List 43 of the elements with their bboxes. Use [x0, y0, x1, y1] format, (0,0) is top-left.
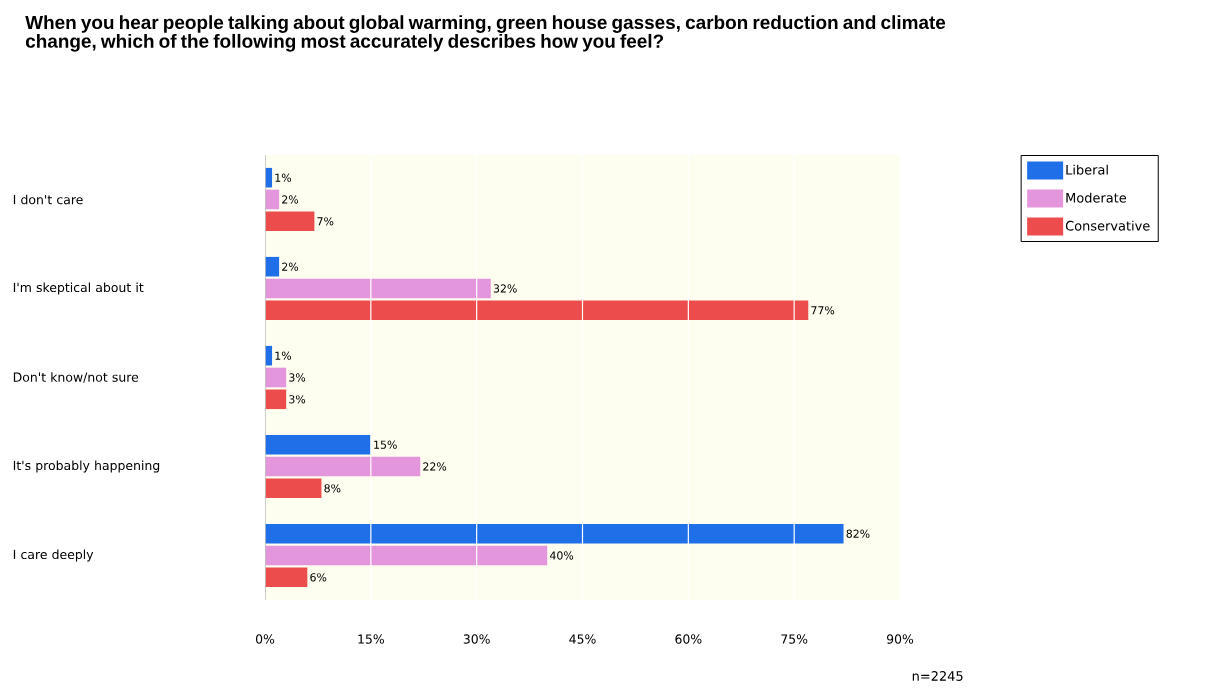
y-tick-label: I care deeply [13, 549, 94, 562]
y-tick-label: Don't know/not sure [13, 372, 139, 383]
bar [265, 389, 287, 410]
data-label: 22% [423, 462, 447, 471]
x-tick-label: 60% [675, 634, 702, 644]
x-tick-label: 30% [463, 634, 490, 644]
legend-label: Conservative [1065, 220, 1150, 231]
bar [265, 523, 844, 544]
bar [265, 300, 809, 321]
text: n=2245 [912, 671, 963, 681]
y-tick-label: It's probably happening [13, 460, 160, 473]
bar [265, 367, 287, 388]
x-tick-label: 75% [781, 634, 808, 644]
data-label: 8% [324, 484, 341, 493]
data-label: 7% [317, 217, 334, 226]
x-tick-label: 0% [255, 634, 275, 644]
data-label: 32% [493, 284, 517, 293]
bar [265, 456, 421, 477]
data-label: 1% [275, 173, 292, 182]
bar [265, 478, 322, 499]
data-label: 82% [846, 529, 870, 538]
x-tick-label: 90% [886, 634, 914, 644]
data-label: 40% [549, 551, 574, 560]
data-label: 6% [310, 573, 327, 582]
bar [265, 434, 371, 455]
data-label: 3% [289, 395, 306, 404]
x-tick-label: 15% [358, 634, 384, 644]
data-label: 15% [374, 440, 397, 449]
bar [265, 211, 315, 232]
y-tick-label: I'm skeptical about it [13, 282, 144, 295]
data-label: 3% [289, 373, 306, 382]
legend-label: Liberal [1066, 164, 1108, 175]
x-tick-label: 45% [569, 634, 596, 644]
data-label: 2% [282, 262, 299, 271]
bar [265, 567, 308, 588]
y-tick-label: I don't care [13, 194, 83, 205]
legend-label: Moderate [1066, 192, 1127, 203]
bar [265, 545, 548, 566]
data-label: 1% [275, 351, 292, 360]
data-label: 2% [282, 195, 299, 204]
bar [265, 278, 491, 299]
chart-title: When you hear people talking about global warming, green house gasses, carbon reduction and climate change, which of the following most accurately describes how you feel? [25, 15, 946, 52]
data-label: 77% [811, 306, 835, 315]
